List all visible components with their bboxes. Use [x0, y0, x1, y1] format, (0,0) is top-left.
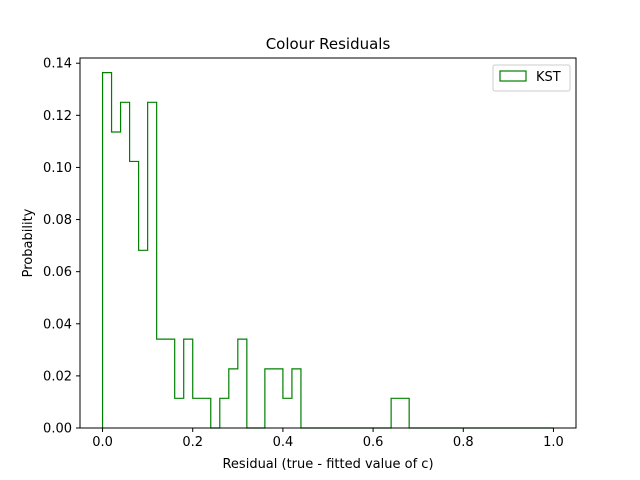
y-tick-label: 0.12	[43, 109, 72, 124]
x-tick-label: 0.4	[273, 435, 294, 450]
x-axis-ticks: 0.0 0.2 0.4 0.6 0.8 1.0	[92, 428, 564, 450]
legend: KST	[492, 64, 571, 92]
x-tick-label: 1.0	[543, 435, 564, 450]
histogram-series-kst	[101, 71, 554, 429]
x-tick-label: 0.0	[92, 435, 113, 450]
x-tick-label: 0.8	[453, 435, 474, 450]
chart-title: Colour Residuals	[266, 35, 391, 53]
y-tick-label: 0.10	[43, 161, 72, 176]
plot-area	[101, 71, 554, 429]
y-tick-label: 0.04	[43, 317, 72, 332]
plot-frame	[79, 57, 577, 429]
x-tick-label: 0.6	[363, 435, 384, 450]
x-tick-label: 0.2	[182, 435, 203, 450]
y-axis-label: Probability	[21, 208, 36, 277]
legend-label-kst: KST	[536, 70, 561, 85]
legend-swatch-kst	[499, 70, 527, 82]
y-tick-label: 0.08	[43, 213, 72, 228]
y-tick-label: 0.02	[43, 369, 72, 384]
y-axis-ticks: 0.00 0.02 0.04 0.06 0.08 0.10 0.12 0.14	[43, 57, 80, 437]
y-tick-label: 0.14	[43, 57, 72, 72]
y-tick-label: 0.00	[43, 422, 72, 437]
y-tick-label: 0.06	[43, 265, 72, 280]
x-axis-label: Residual (true - fitted value of c)	[222, 457, 433, 472]
